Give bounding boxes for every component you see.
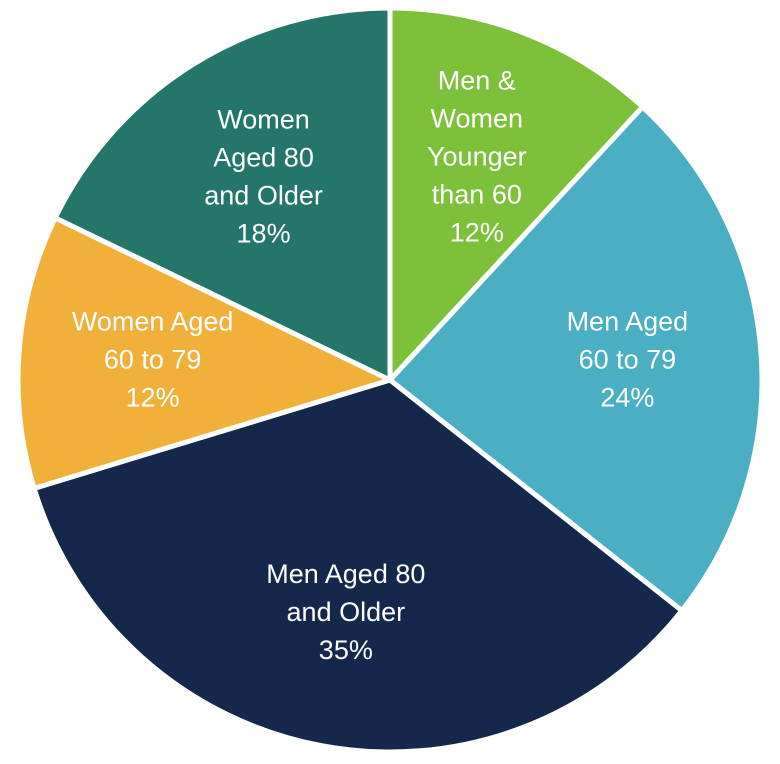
slice-label: Women Aged	[72, 307, 234, 337]
pie-slice	[387, 104, 765, 614]
slice-label: Men Aged	[567, 307, 689, 337]
slice-label: and Older	[204, 180, 323, 210]
slice-label: 60 to 79	[579, 345, 677, 375]
slice-label: Women	[217, 104, 310, 134]
value-label: 24%	[600, 383, 654, 413]
value-label: 12%	[450, 217, 504, 247]
slice-label: Women	[431, 103, 524, 133]
slice-label: Younger	[427, 141, 527, 171]
value-label: 18%	[237, 218, 291, 248]
slice-label: Aged 80	[213, 142, 314, 172]
slice-label: 60 to 79	[104, 345, 202, 375]
value-label: 35%	[319, 635, 373, 665]
value-label: 12%	[126, 383, 180, 413]
pie-slice	[52, 5, 393, 383]
pie-slice	[15, 215, 393, 491]
pie-slice	[387, 5, 646, 383]
slice-label: Men &	[438, 65, 516, 95]
slice-label: than 60	[432, 179, 522, 209]
slice-label: Men Aged 80	[266, 559, 425, 589]
slice-label: and Older	[287, 597, 406, 627]
pie-slice	[31, 377, 685, 755]
